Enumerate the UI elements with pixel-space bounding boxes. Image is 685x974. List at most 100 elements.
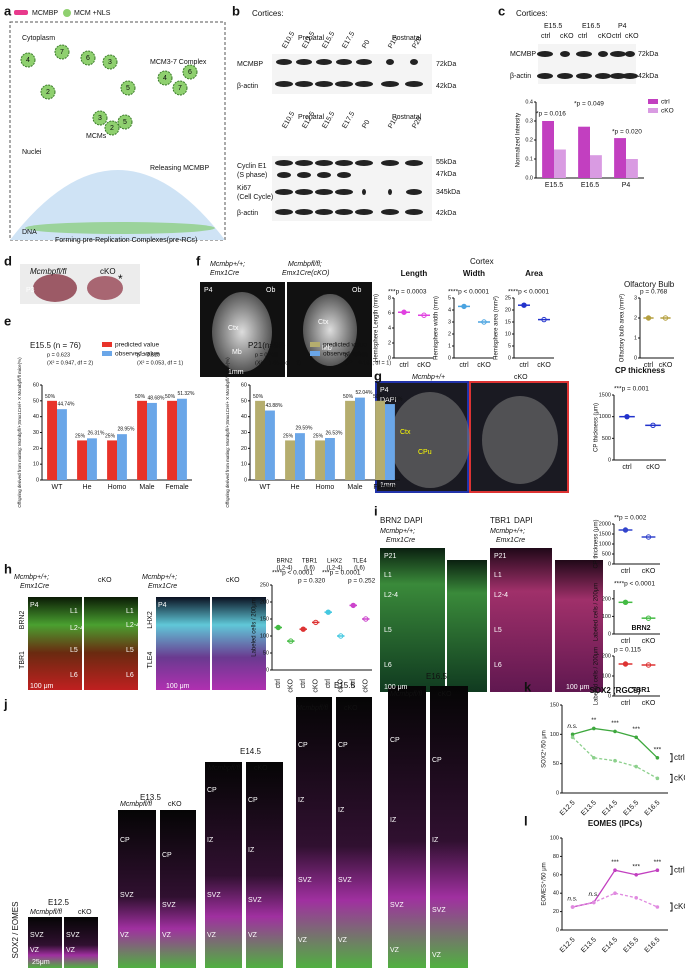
label: h	[4, 561, 12, 576]
blot-band	[295, 209, 313, 215]
bar	[375, 400, 385, 480]
x-tick-label: cKO	[363, 678, 370, 692]
y-tick-label: 30	[33, 430, 39, 436]
legend-label: ctrl	[661, 99, 670, 106]
y-tick-label: 40	[553, 891, 559, 897]
label: MCMBP	[510, 51, 536, 58]
blot-band	[317, 172, 331, 178]
label: Mcmbp+/+;	[14, 574, 49, 581]
label: VZ	[30, 947, 40, 954]
label: d	[4, 253, 12, 268]
micrograph	[28, 597, 82, 690]
y-tick-label: 0	[608, 631, 611, 637]
label: DAPI	[380, 397, 396, 404]
group-label: TBR1	[302, 559, 318, 565]
label: Mcmbpfl/fl	[390, 691, 422, 698]
label: Ctx	[400, 429, 411, 436]
label: IZ	[338, 807, 345, 814]
y-axis-label: CP thickness (μm)	[594, 403, 600, 452]
point	[634, 873, 638, 877]
label: l	[524, 813, 528, 828]
label: SVZ	[120, 892, 134, 899]
label: P3	[26, 287, 35, 294]
value-label: 52.04%	[355, 390, 373, 396]
point	[363, 616, 369, 622]
point	[655, 868, 660, 872]
nucleus	[10, 170, 225, 240]
micrograph	[212, 597, 266, 690]
blot-band	[297, 172, 311, 178]
mcm-number: 3	[108, 59, 112, 66]
blot-band	[406, 189, 422, 195]
label: P4	[30, 602, 39, 609]
blot-band	[405, 81, 423, 87]
micrograph	[246, 762, 283, 968]
label: L5	[494, 627, 502, 634]
annotation: ***p = 0.001	[614, 386, 649, 393]
bracket	[670, 773, 673, 783]
label: 47kDa	[436, 171, 456, 178]
blot-band	[405, 209, 423, 215]
label: E14.5	[240, 747, 261, 756]
annotation: ***	[632, 726, 640, 733]
y-tick-label: 0	[388, 355, 391, 361]
blot-band	[315, 160, 333, 166]
blot-band	[381, 81, 399, 87]
blot-band	[537, 51, 553, 57]
x-tick-label: cKO	[642, 568, 656, 575]
y-tick-label: 10	[505, 331, 511, 337]
point	[300, 626, 306, 632]
value-label: 50%	[373, 394, 384, 400]
bar	[285, 440, 295, 480]
label: Cortex	[470, 257, 494, 266]
mcm-number: 3	[98, 115, 102, 122]
bar	[325, 437, 335, 480]
y-tick-label: 100	[260, 633, 269, 639]
brain	[390, 392, 470, 488]
legend-swatch	[648, 99, 658, 104]
label: SVZ	[432, 907, 446, 914]
point	[645, 615, 652, 621]
label: CP	[338, 742, 348, 749]
x-tick-label: Male	[139, 484, 154, 491]
y-tick-label: 500	[602, 436, 611, 442]
blot-band	[576, 73, 592, 79]
label: P4	[204, 287, 213, 294]
group-label: (L2-4)	[276, 566, 292, 572]
label: 42kDa	[436, 210, 456, 217]
mcm-number: 4	[163, 75, 167, 82]
label: 72kDa	[436, 61, 456, 68]
blot-band	[296, 59, 312, 65]
y-tick-label: 2	[634, 315, 637, 321]
chart-label: BRN2	[631, 625, 650, 632]
x-tick-label: ctrl	[519, 362, 529, 369]
label: Emx1Cre	[386, 537, 415, 544]
bar	[626, 159, 638, 178]
annotation: ***	[632, 864, 640, 871]
point	[613, 729, 617, 734]
annotation: p = 0.252	[348, 578, 376, 585]
bar	[255, 400, 265, 480]
point	[521, 302, 527, 308]
label: β-actin	[237, 210, 258, 217]
label: CP	[390, 737, 400, 744]
value-label: 26.53%	[325, 430, 343, 436]
label: VZ	[66, 947, 76, 954]
legend-label: ctrl	[674, 865, 685, 874]
blot-band	[381, 209, 399, 215]
label: CP	[432, 757, 442, 764]
blot-band	[275, 81, 293, 87]
line	[572, 892, 658, 908]
label: 25μm	[32, 959, 50, 966]
value-label: 25%	[313, 434, 324, 440]
mcm-subunit	[102, 54, 118, 70]
label: cKO	[560, 33, 574, 40]
value-label: 51.32%	[177, 391, 195, 397]
x-tick-label: ctrl	[300, 679, 307, 689]
label: Olfactory Bulb	[624, 280, 675, 289]
label: k	[524, 679, 532, 694]
value-label: 29.59%	[295, 425, 313, 431]
y-tick-label: 1000	[599, 541, 611, 547]
label: 100 μm	[384, 684, 408, 691]
label: P21(n=98)	[248, 341, 286, 350]
